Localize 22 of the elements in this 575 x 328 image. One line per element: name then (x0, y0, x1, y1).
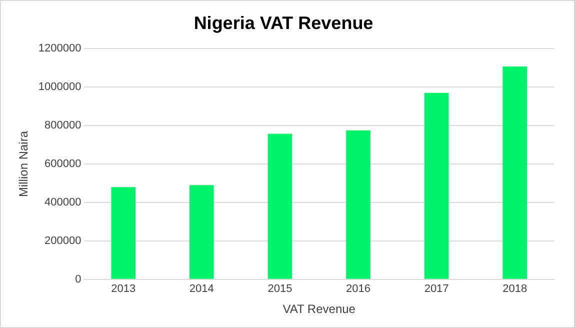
x-tick-label: 2015 (268, 283, 292, 296)
x-tick-label: 2016 (346, 283, 370, 296)
x-tick-label: 2013 (111, 283, 136, 296)
y-tick-label: 400000 (44, 196, 82, 208)
bar (346, 130, 370, 279)
y-tick-label: 800000 (44, 120, 82, 132)
x-tick-label: 2017 (424, 283, 449, 296)
bar (190, 185, 214, 279)
bar (268, 134, 292, 279)
x-tick-label: 2014 (189, 283, 214, 296)
y-tick-label: 1000000 (38, 81, 82, 94)
bar (111, 187, 136, 279)
bar (424, 92, 449, 279)
x-tick-label: 2018 (502, 283, 528, 296)
y-tick-label: 0 (75, 273, 82, 286)
y-tick-label: 1200000 (38, 42, 82, 55)
y-axis-title: Million Naira (16, 130, 31, 198)
y-tick-label: 200000 (44, 234, 82, 247)
bar (502, 66, 527, 279)
x-axis-title: VAT Revenue (282, 302, 356, 316)
chart-title: Nigeria VAT Revenue (194, 12, 374, 33)
y-tick-label: 600000 (44, 158, 82, 170)
